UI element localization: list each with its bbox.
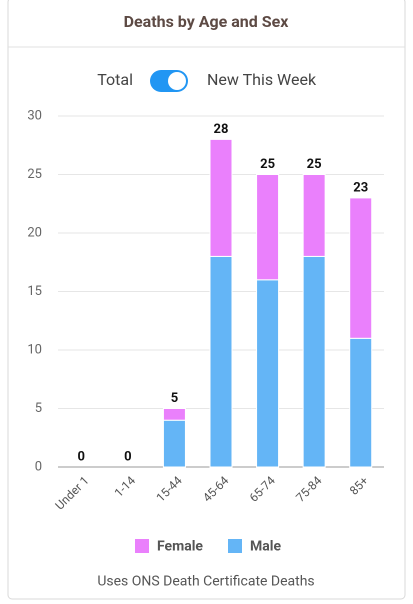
card-border	[7, 0, 406, 600]
chart-title: Deaths by Age and Sex	[124, 12, 290, 31]
toggle-label[interactable]: New This Week	[207, 70, 317, 89]
bar-segment	[302, 174, 326, 257]
total-label: 25	[260, 157, 275, 172]
bar-segment	[162, 419, 186, 468]
total-label: 0	[124, 449, 131, 464]
total-label: 25	[307, 157, 322, 172]
toggle-label[interactable]: Total	[97, 70, 133, 89]
y-tick-label: 30	[27, 108, 42, 123]
y-tick-label: 5	[35, 401, 42, 416]
toggle-switch[interactable]	[150, 70, 188, 92]
y-tick-label: 20	[27, 225, 42, 240]
total-label: 23	[353, 180, 368, 195]
toggle-knob	[168, 72, 186, 90]
total-label: 5	[171, 391, 178, 406]
footer: Uses ONS Death Certificate Deaths	[97, 574, 314, 590]
legend-swatch	[135, 539, 149, 553]
bar-segment	[162, 408, 186, 421]
bar-segment	[349, 337, 373, 468]
legend-swatch	[228, 539, 242, 553]
y-tick-label: 25	[27, 167, 42, 182]
legend-label: Female	[157, 539, 203, 555]
y-tick-label: 10	[27, 342, 42, 357]
bar-segment	[302, 255, 326, 468]
bar-segment	[209, 255, 233, 468]
total-label: 0	[78, 449, 85, 464]
y-tick-label: 15	[27, 284, 42, 299]
bar-segment	[349, 197, 373, 339]
bar-segment	[256, 279, 280, 468]
y-tick-label: 0	[35, 459, 42, 474]
bar-segment	[256, 174, 280, 281]
legend-label: Male	[250, 539, 281, 555]
bar-segment	[209, 138, 233, 257]
total-label: 28	[214, 122, 229, 137]
